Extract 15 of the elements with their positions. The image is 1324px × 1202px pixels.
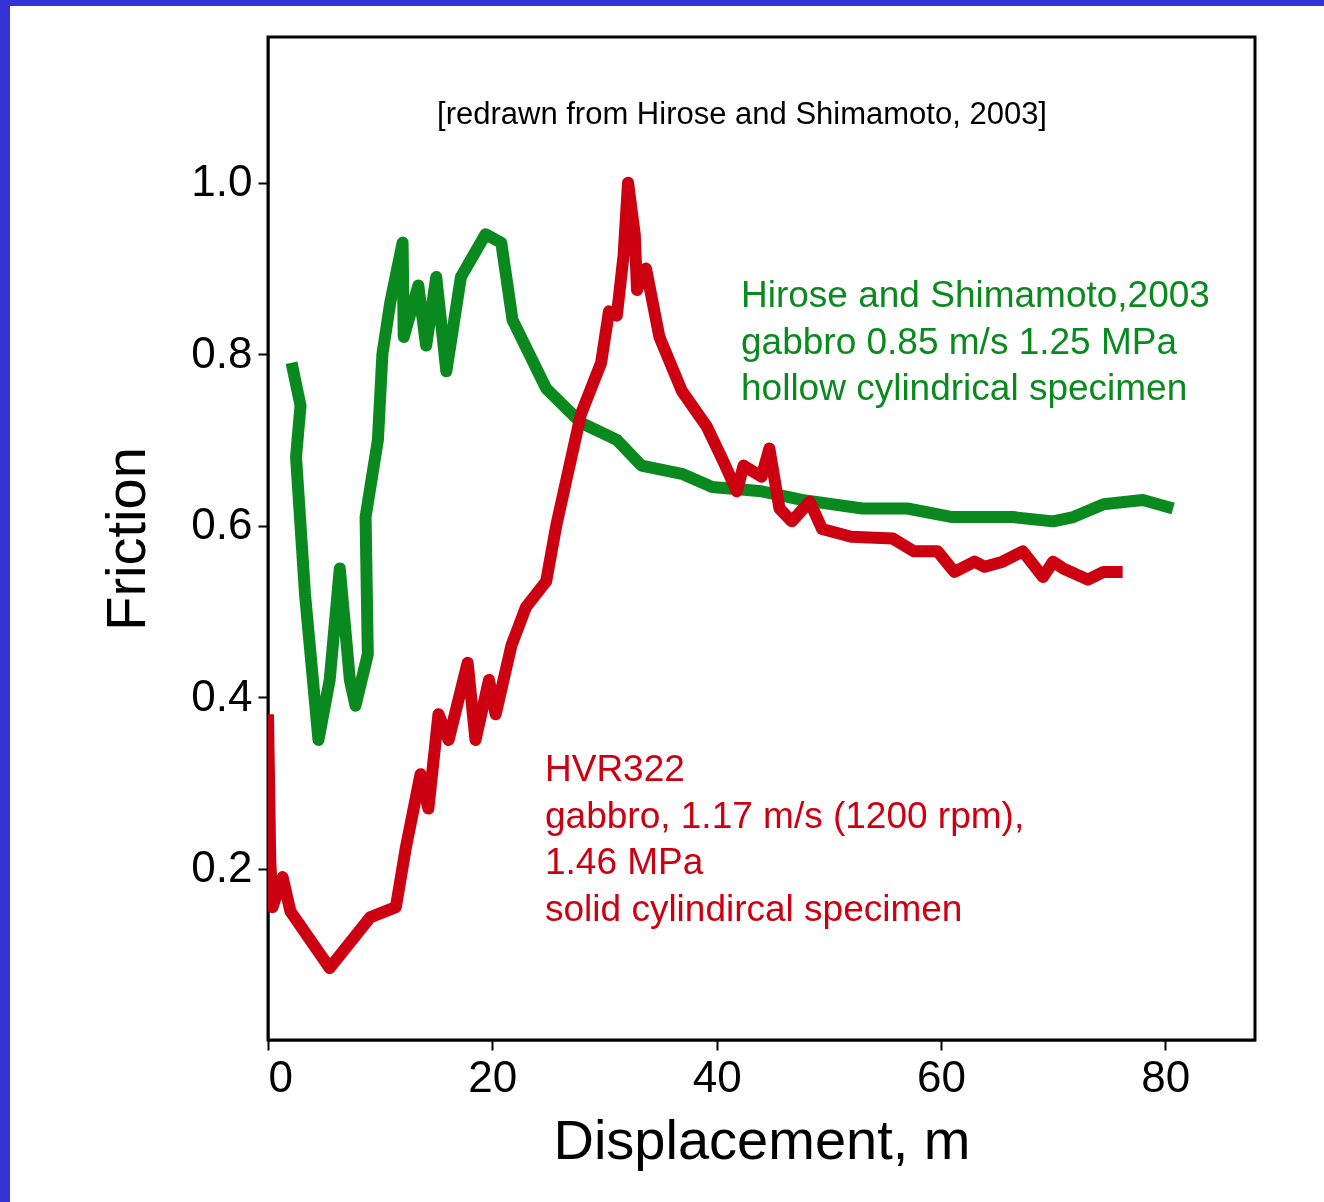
x-tick-label: 80 <box>1141 1051 1191 1101</box>
x-tick-label: 0 <box>268 1051 293 1101</box>
y-tick-label: 1.0 <box>191 156 253 206</box>
y-tick-label: 0.8 <box>191 327 253 377</box>
y-tick-label: 0.6 <box>191 499 253 549</box>
x-tick-label: 40 <box>692 1051 742 1101</box>
y-tick-label: 0.4 <box>191 670 253 720</box>
y-tick-label: 0.2 <box>191 842 253 892</box>
text: Hirose and Shimamoto,2003 gabbro 0.85 m/s 1.25 MPa hollow cylindrical specimen <box>741 274 1210 408</box>
series-label: HVR322 gabbro, 1.17 m/s (1200 rpm), 1.46 MPa solid cylindircal specimen <box>545 748 1025 929</box>
x-tick-label: 20 <box>468 1051 518 1101</box>
x-axis-title: Displacement, m <box>553 1107 971 1171</box>
x-tick-label: 60 <box>916 1051 966 1101</box>
annotation: [redrawn from Hirose and Shimamoto, 2003] <box>437 96 1047 131</box>
y-axis-title: Friction <box>94 447 158 631</box>
